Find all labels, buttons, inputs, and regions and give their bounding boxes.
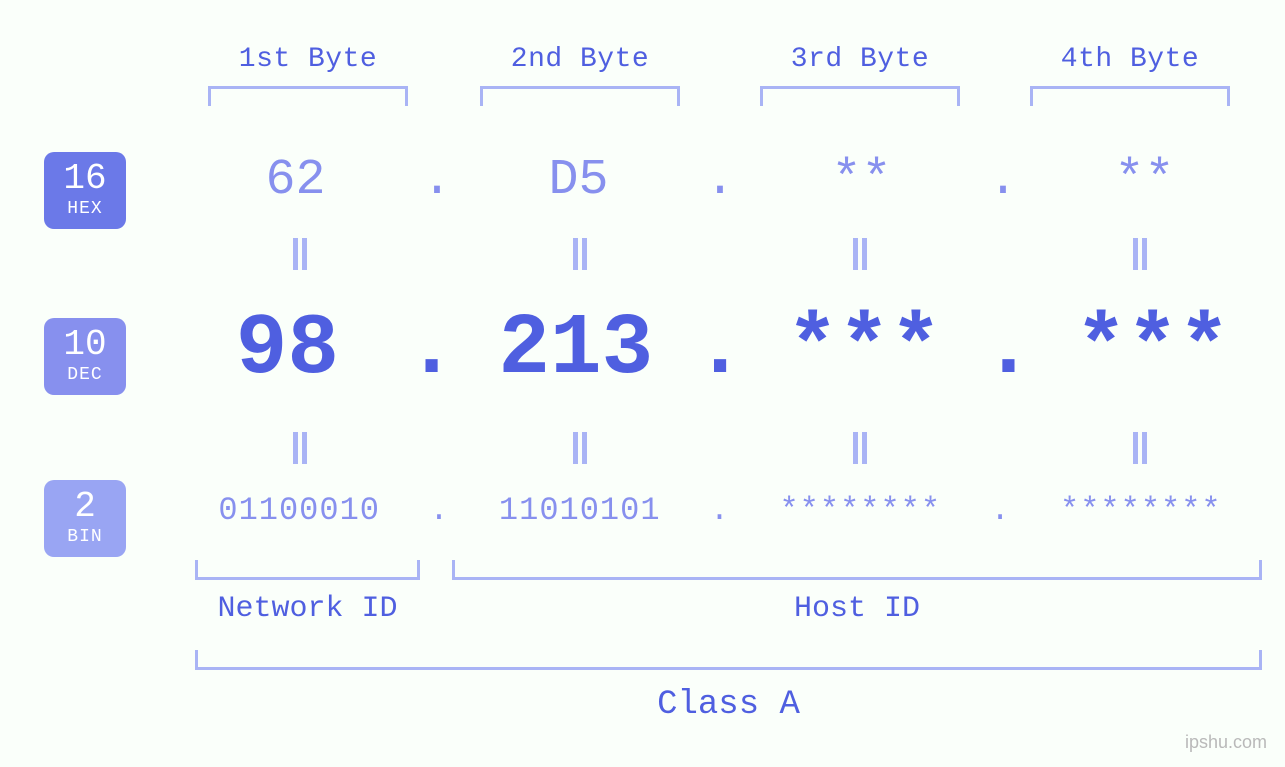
ip-diagram: 1st Byte 2nd Byte 3rd Byte 4th Byte 16 H… bbox=[0, 0, 1285, 767]
base-badge-bin-sub: BIN bbox=[44, 528, 126, 547]
dec-byte-1: 98 bbox=[175, 300, 400, 398]
dec-byte-3: *** bbox=[752, 300, 977, 398]
bin-byte-3: ******** bbox=[736, 492, 984, 529]
equals-icon bbox=[1131, 432, 1149, 464]
equals-icon bbox=[851, 432, 869, 464]
equals-row-2: . . . bbox=[175, 432, 1265, 469]
byte-header-1: 1st Byte bbox=[208, 44, 408, 75]
hex-byte-2: D5 bbox=[458, 152, 699, 209]
byte-header-4: 4th Byte bbox=[1030, 44, 1230, 75]
base-badge-dec-sub: DEC bbox=[44, 366, 126, 385]
bin-row: 01100010 . 11010101 . ******** . *******… bbox=[175, 492, 1265, 529]
bin-byte-1: 01100010 bbox=[175, 492, 423, 529]
dec-byte-2: 213 bbox=[463, 300, 688, 398]
dot: . bbox=[704, 492, 736, 529]
base-badge-dec-num: 10 bbox=[44, 326, 126, 364]
byte-header-3: 3rd Byte bbox=[760, 44, 960, 75]
dot: . bbox=[423, 492, 455, 529]
byte-header-1-label: 1st Byte bbox=[239, 44, 377, 75]
class-label: Class A bbox=[195, 686, 1262, 724]
hex-byte-3: ** bbox=[741, 152, 982, 209]
byte-bracket-1 bbox=[208, 86, 408, 106]
class-bracket bbox=[195, 650, 1262, 670]
bin-byte-4: ******** bbox=[1017, 492, 1265, 529]
bin-byte-2: 11010101 bbox=[456, 492, 704, 529]
dot: . bbox=[699, 152, 741, 209]
hex-byte-4: ** bbox=[1024, 152, 1265, 209]
dot: . bbox=[400, 300, 464, 398]
equals-icon bbox=[571, 238, 589, 270]
equals-icon bbox=[291, 238, 309, 270]
hex-row: 62 . D5 . ** . ** bbox=[175, 152, 1265, 209]
dec-row: 98 . 213 . *** . *** bbox=[175, 300, 1265, 398]
base-badge-hex-num: 16 bbox=[44, 160, 126, 198]
host-id-bracket bbox=[452, 560, 1262, 580]
equals-icon bbox=[571, 432, 589, 464]
hex-byte-1: 62 bbox=[175, 152, 416, 209]
host-id-label: Host ID bbox=[452, 592, 1262, 626]
dot: . bbox=[984, 492, 1016, 529]
dec-byte-4: *** bbox=[1040, 300, 1265, 398]
byte-header-2-label: 2nd Byte bbox=[511, 44, 649, 75]
equals-icon bbox=[1131, 238, 1149, 270]
network-id-label: Network ID bbox=[195, 592, 420, 626]
base-badge-dec: 10 DEC bbox=[44, 318, 126, 395]
dot: . bbox=[688, 300, 752, 398]
byte-bracket-3 bbox=[760, 86, 960, 106]
equals-row-1: . . . bbox=[175, 238, 1265, 275]
dot: . bbox=[982, 152, 1024, 209]
byte-bracket-4 bbox=[1030, 86, 1230, 106]
byte-header-2: 2nd Byte bbox=[480, 44, 680, 75]
byte-header-4-label: 4th Byte bbox=[1061, 44, 1199, 75]
equals-icon bbox=[851, 238, 869, 270]
base-badge-bin-num: 2 bbox=[44, 488, 126, 526]
equals-icon bbox=[291, 432, 309, 464]
byte-bracket-2 bbox=[480, 86, 680, 106]
base-badge-hex-sub: HEX bbox=[44, 200, 126, 219]
watermark: ipshu.com bbox=[1185, 732, 1267, 753]
dot: . bbox=[977, 300, 1041, 398]
base-badge-hex: 16 HEX bbox=[44, 152, 126, 229]
dot: . bbox=[416, 152, 458, 209]
base-badge-bin: 2 BIN bbox=[44, 480, 126, 557]
byte-header-3-label: 3rd Byte bbox=[791, 44, 929, 75]
network-id-bracket bbox=[195, 560, 420, 580]
